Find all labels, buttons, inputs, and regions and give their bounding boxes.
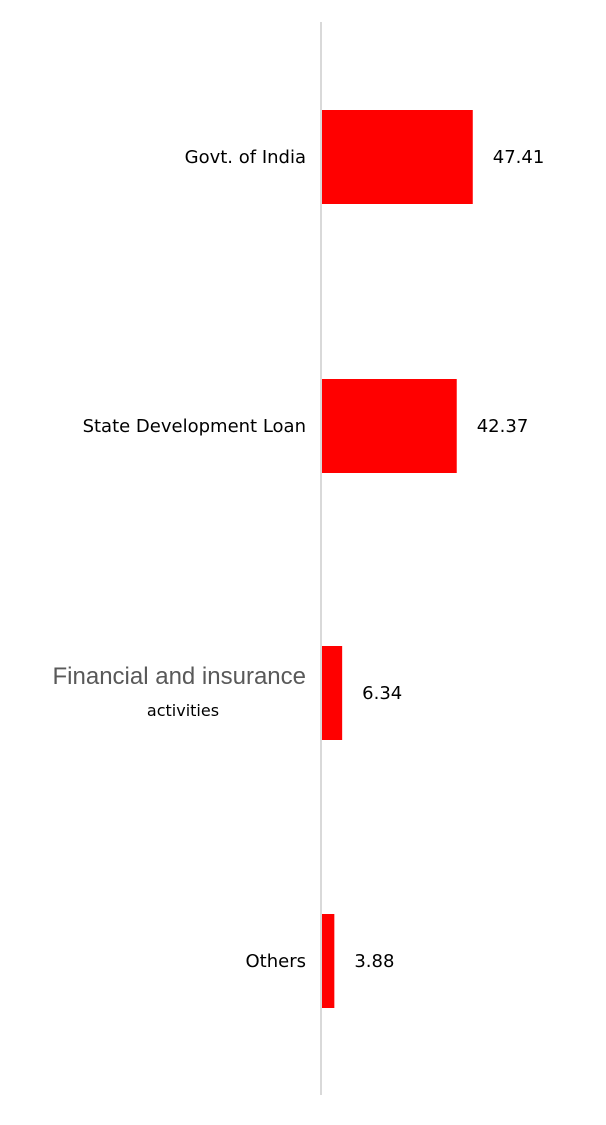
bar-govt-of-india (322, 110, 473, 204)
category-label-govt-of-india: Govt. of India (185, 147, 306, 168)
bars-group (322, 110, 473, 1008)
value-label-state-development-loan: 42.37 (477, 416, 529, 437)
category-label-line-2: activities (147, 701, 219, 720)
bar-state-development-loan (322, 379, 457, 473)
category-label-state-development-loan: State Development Loan (83, 416, 306, 437)
category-label-financial-and-insurance-activities: Financial and insurance activities (53, 663, 307, 720)
bar-others (322, 914, 335, 1008)
category-labels-group: Govt. of India State Development Loan Fina… (53, 147, 307, 972)
bar-financial-and-insurance-activities (322, 646, 343, 740)
value-labels-group: 47.41 42.37 6.34 3.88 (354, 147, 544, 972)
value-label-others: 3.88 (354, 951, 394, 972)
category-label-line-1: Financial and insurance (53, 663, 307, 690)
value-label-financial-and-insurance-activities: 6.34 (362, 683, 402, 704)
value-label-govt-of-india: 47.41 (493, 147, 545, 168)
category-label-others: Others (246, 951, 307, 972)
